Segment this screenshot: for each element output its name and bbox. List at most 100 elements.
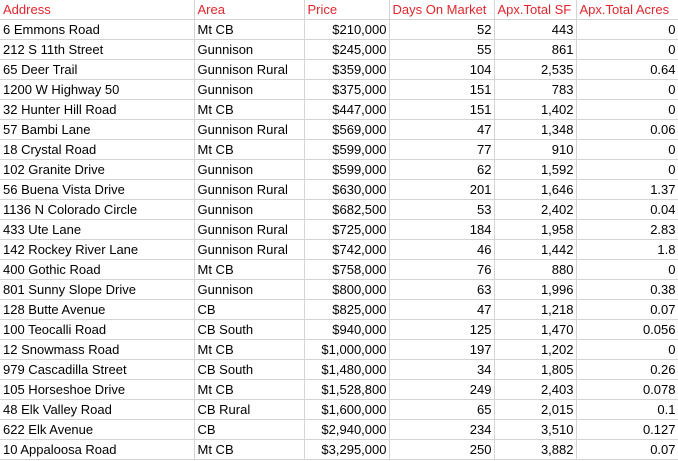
cell-address[interactable]: 212 S 11th Street [0, 39, 195, 60]
cell-area[interactable]: Gunnison [194, 199, 305, 220]
cell-address[interactable]: 128 Butte Avenue [0, 299, 195, 320]
cell-total-acres[interactable]: 0.127 [576, 419, 678, 440]
cell-days-on-market[interactable]: 249 [389, 379, 495, 400]
cell-days-on-market[interactable]: 63 [389, 279, 495, 300]
cell-total-sf[interactable]: 1,402 [494, 99, 577, 120]
cell-price[interactable]: $375,000 [304, 79, 390, 100]
cell-area[interactable]: CB South [194, 319, 305, 340]
cell-days-on-market[interactable]: 197 [389, 339, 495, 360]
cell-address[interactable]: 10 Appaloosa Road [0, 439, 195, 460]
cell-days-on-market[interactable]: 47 [389, 299, 495, 320]
cell-total-sf[interactable]: 443 [494, 19, 577, 40]
cell-address[interactable]: 56 Buena Vista Drive [0, 179, 195, 200]
header-days-on-market[interactable]: Days On Market [389, 0, 495, 20]
cell-total-sf[interactable]: 2,015 [494, 399, 577, 420]
cell-total-sf[interactable]: 1,218 [494, 299, 577, 320]
cell-area[interactable]: Gunnison [194, 159, 305, 180]
cell-address[interactable]: 1136 N Colorado Circle [0, 199, 195, 220]
cell-price[interactable]: $245,000 [304, 39, 390, 60]
cell-area[interactable]: Gunnison [194, 279, 305, 300]
cell-price[interactable]: $1,600,000 [304, 399, 390, 420]
header-area[interactable]: Area [194, 0, 305, 20]
cell-address[interactable]: 12 Snowmass Road [0, 339, 195, 360]
cell-days-on-market[interactable]: 46 [389, 239, 495, 260]
cell-total-acres[interactable]: 0 [576, 19, 678, 40]
cell-days-on-market[interactable]: 47 [389, 119, 495, 140]
cell-days-on-market[interactable]: 34 [389, 359, 495, 380]
cell-total-acres[interactable]: 0.06 [576, 119, 678, 140]
cell-days-on-market[interactable]: 151 [389, 99, 495, 120]
cell-total-acres[interactable]: 0.26 [576, 359, 678, 380]
cell-price[interactable]: $447,000 [304, 99, 390, 120]
cell-total-acres[interactable]: 0.38 [576, 279, 678, 300]
cell-total-acres[interactable]: 0 [576, 159, 678, 180]
cell-total-sf[interactable]: 2,402 [494, 199, 577, 220]
cell-days-on-market[interactable]: 52 [389, 19, 495, 40]
cell-area[interactable]: Gunnison Rural [194, 59, 305, 80]
cell-total-acres[interactable]: 0.056 [576, 319, 678, 340]
cell-address[interactable]: 102 Granite Drive [0, 159, 195, 180]
cell-total-acres[interactable]: 0 [576, 39, 678, 60]
cell-total-sf[interactable]: 1,442 [494, 239, 577, 260]
cell-address[interactable]: 100 Teocalli Road [0, 319, 195, 340]
cell-total-sf[interactable]: 1,592 [494, 159, 577, 180]
cell-address[interactable]: 18 Crystal Road [0, 139, 195, 160]
cell-area[interactable]: Mt CB [194, 379, 305, 400]
cell-price[interactable]: $1,480,000 [304, 359, 390, 380]
cell-total-acres[interactable]: 0 [576, 259, 678, 280]
cell-total-acres[interactable]: 0 [576, 99, 678, 120]
cell-days-on-market[interactable]: 151 [389, 79, 495, 100]
cell-total-sf[interactable]: 783 [494, 79, 577, 100]
cell-address[interactable]: 979 Cascadilla Street [0, 359, 195, 380]
cell-price[interactable]: $569,000 [304, 119, 390, 140]
cell-total-acres[interactable]: 0.07 [576, 439, 678, 460]
cell-days-on-market[interactable]: 62 [389, 159, 495, 180]
cell-total-acres[interactable]: 0.64 [576, 59, 678, 80]
cell-address[interactable]: 6 Emmons Road [0, 19, 195, 40]
cell-address[interactable]: 1200 W Highway 50 [0, 79, 195, 100]
cell-address[interactable]: 433 Ute Lane [0, 219, 195, 240]
cell-total-acres[interactable]: 0.04 [576, 199, 678, 220]
cell-area[interactable]: Mt CB [194, 139, 305, 160]
cell-total-sf[interactable]: 861 [494, 39, 577, 60]
cell-total-sf[interactable]: 1,646 [494, 179, 577, 200]
cell-total-acres[interactable]: 0 [576, 79, 678, 100]
cell-days-on-market[interactable]: 250 [389, 439, 495, 460]
cell-address[interactable]: 801 Sunny Slope Drive [0, 279, 195, 300]
cell-days-on-market[interactable]: 234 [389, 419, 495, 440]
cell-days-on-market[interactable]: 65 [389, 399, 495, 420]
cell-price[interactable]: $825,000 [304, 299, 390, 320]
header-price[interactable]: Price [304, 0, 390, 20]
cell-address[interactable]: 32 Hunter Hill Road [0, 99, 195, 120]
cell-price[interactable]: $725,000 [304, 219, 390, 240]
cell-days-on-market[interactable]: 104 [389, 59, 495, 80]
cell-price[interactable]: $1,000,000 [304, 339, 390, 360]
cell-price[interactable]: $1,528,800 [304, 379, 390, 400]
cell-total-acres[interactable]: 1.8 [576, 239, 678, 260]
cell-price[interactable]: $599,000 [304, 159, 390, 180]
cell-total-sf[interactable]: 1,805 [494, 359, 577, 380]
cell-area[interactable]: CB [194, 299, 305, 320]
cell-area[interactable]: CB South [194, 359, 305, 380]
cell-days-on-market[interactable]: 184 [389, 219, 495, 240]
cell-address[interactable]: 622 Elk Avenue [0, 419, 195, 440]
cell-price[interactable]: $3,295,000 [304, 439, 390, 460]
cell-total-acres[interactable]: 0.1 [576, 399, 678, 420]
cell-total-acres[interactable]: 0 [576, 139, 678, 160]
cell-address[interactable]: 105 Horseshoe Drive [0, 379, 195, 400]
cell-price[interactable]: $758,000 [304, 259, 390, 280]
cell-area[interactable]: Gunnison Rural [194, 239, 305, 260]
cell-total-acres[interactable]: 2.83 [576, 219, 678, 240]
cell-price[interactable]: $682,500 [304, 199, 390, 220]
cell-total-acres[interactable]: 0.07 [576, 299, 678, 320]
cell-price[interactable]: $359,000 [304, 59, 390, 80]
cell-total-acres[interactable]: 0.078 [576, 379, 678, 400]
cell-area[interactable]: CB [194, 419, 305, 440]
cell-days-on-market[interactable]: 76 [389, 259, 495, 280]
cell-area[interactable]: Mt CB [194, 19, 305, 40]
cell-area[interactable]: Gunnison Rural [194, 179, 305, 200]
cell-price[interactable]: $742,000 [304, 239, 390, 260]
cell-area[interactable]: Mt CB [194, 339, 305, 360]
cell-address[interactable]: 48 Elk Valley Road [0, 399, 195, 420]
cell-price[interactable]: $599,000 [304, 139, 390, 160]
